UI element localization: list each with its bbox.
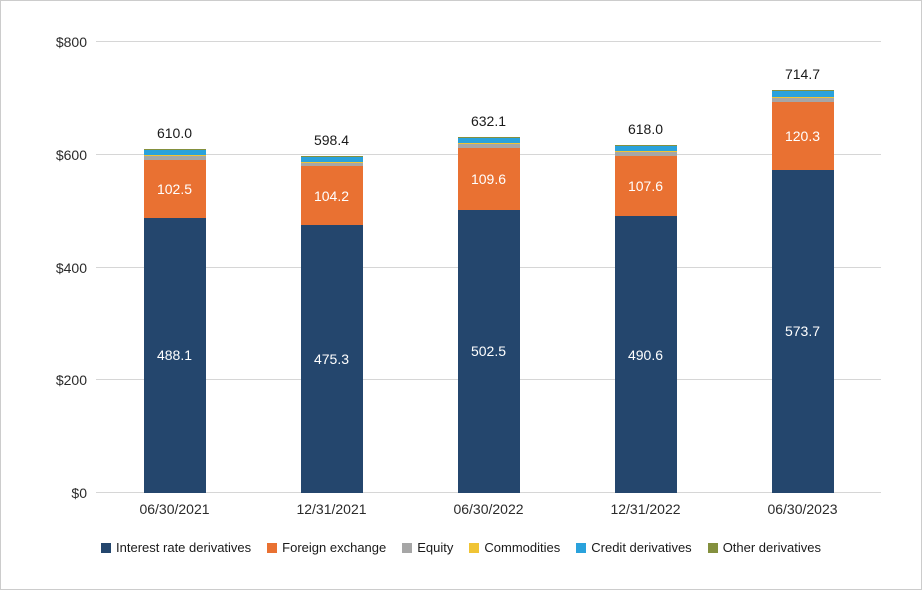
legend-swatch-icon xyxy=(402,542,413,553)
legend-label: Credit derivatives xyxy=(591,540,692,555)
x-axis-tick-label: 06/30/2022 xyxy=(453,501,524,517)
bar-total-label: 632.1 xyxy=(470,112,507,129)
bar-segment xyxy=(457,136,520,138)
legend-swatch-icon xyxy=(576,542,587,553)
bar-segment xyxy=(771,96,834,98)
bar-segment: 109.6 xyxy=(457,147,520,210)
y-axis-tick-label: $0 xyxy=(71,485,87,501)
bar-group: 632.1 502.5 109.6 xyxy=(410,42,567,493)
legend-swatch-icon xyxy=(101,542,112,553)
legend-item: Equity xyxy=(402,540,453,555)
bar-segment xyxy=(143,155,206,156)
bar-group: 598.4 475.3 104.2 xyxy=(253,42,410,493)
bar-segment: 102.5 xyxy=(143,160,206,218)
x-axis-tick-label: 06/30/2021 xyxy=(139,501,210,517)
segment-value-label: 102.5 xyxy=(156,180,193,197)
stacked-bar: 490.6 107.6 xyxy=(614,144,677,493)
bar-total-label: 618.0 xyxy=(627,120,664,137)
segment-value-label: 488.1 xyxy=(156,347,193,364)
segment-value-label: 109.6 xyxy=(470,170,507,187)
legend-item: Commodities xyxy=(469,540,560,555)
bar-total-label: 714.7 xyxy=(784,66,821,83)
bar-segment xyxy=(300,162,363,167)
bar-segment xyxy=(771,97,834,102)
bar-segment xyxy=(300,155,363,157)
bar-group: 610.0 488.1 102.5 xyxy=(96,42,253,493)
legend-item: Foreign exchange xyxy=(267,540,386,555)
x-axis-tick-label: 12/31/2022 xyxy=(610,501,681,517)
segment-value-label: 475.3 xyxy=(313,351,350,368)
bar-segment xyxy=(143,155,206,161)
stacked-bar: 488.1 102.5 xyxy=(143,149,206,493)
bar-segment: 490.6 xyxy=(614,216,677,493)
bar-segment: 502.5 xyxy=(457,209,520,493)
legend-label: Equity xyxy=(417,540,454,555)
bar-segment xyxy=(457,143,520,148)
y-axis-tick-label: $600 xyxy=(55,146,87,163)
x-axis-tick-label: 12/31/2021 xyxy=(296,501,367,517)
segment-value-label: 502.5 xyxy=(470,343,507,360)
legend-swatch-icon xyxy=(469,542,480,553)
bars-container: 610.0 488.1 102.5 598.4 475.3 104.2 632.1 502.5… xyxy=(96,42,881,493)
bar-segment: 107.6 xyxy=(614,155,677,217)
bar-total-label: 598.4 xyxy=(313,131,350,148)
legend: Interest rate derivatives Foreign exchang… xyxy=(1,540,921,555)
legend-label: Interest rate derivatives xyxy=(116,540,252,555)
bar-segment: 488.1 xyxy=(143,217,206,493)
bar-segment xyxy=(300,161,363,163)
x-axis-tick-label: 06/30/2023 xyxy=(767,501,838,517)
segment-value-label: 490.6 xyxy=(627,346,664,363)
y-axis-tick-label: $200 xyxy=(55,372,87,389)
bar-segment xyxy=(614,144,677,146)
gridline xyxy=(96,41,881,42)
bar-segment xyxy=(614,151,677,156)
y-axis: $0 $200 $400 $600 $800 xyxy=(1,34,87,501)
bar-segment xyxy=(457,142,520,144)
plot-area: 610.0 488.1 102.5 598.4 475.3 104.2 632.1 502.5… xyxy=(96,41,881,493)
legend-item: Interest rate derivatives xyxy=(101,540,251,555)
bar-segment xyxy=(771,90,834,91)
bar-segment xyxy=(614,151,677,152)
bar-segment xyxy=(771,90,834,97)
x-axis: 06/30/2021 12/31/2021 06/30/2022 12/31/2022… xyxy=(96,501,881,517)
bar-segment xyxy=(457,137,520,143)
bar-segment: 475.3 xyxy=(300,225,363,493)
legend-label: Commodities xyxy=(484,540,561,555)
bar-total-label: 610.0 xyxy=(156,125,193,142)
legend-swatch-icon xyxy=(707,542,718,553)
y-axis-tick-label: $800 xyxy=(55,34,87,50)
stacked-bar: 573.7 120.3 xyxy=(771,90,834,493)
legend-item: Other derivatives xyxy=(707,540,821,555)
bar-segment: 104.2 xyxy=(300,166,363,226)
legend-label: Foreign exchange xyxy=(282,540,387,555)
bar-group: 714.7 573.7 120.3 xyxy=(724,42,881,493)
legend-item: Credit derivatives xyxy=(576,540,692,555)
legend-swatch-icon xyxy=(267,542,278,553)
segment-value-label: 120.3 xyxy=(784,127,821,144)
segment-value-label: 104.2 xyxy=(313,187,350,204)
bar-segment: 573.7 xyxy=(771,169,834,493)
bar-segment xyxy=(143,149,206,155)
segment-value-label: 107.6 xyxy=(627,178,664,195)
bar-segment xyxy=(300,156,363,162)
bar-segment xyxy=(614,145,677,151)
stacked-bar: 475.3 104.2 xyxy=(300,155,363,493)
legend-label: Other derivatives xyxy=(722,540,821,555)
bar-segment: 120.3 xyxy=(771,101,834,170)
segment-value-label: 573.7 xyxy=(784,323,821,340)
bar-group: 618.0 490.6 107.6 xyxy=(567,42,724,493)
stacked-bar: 502.5 109.6 xyxy=(457,136,520,493)
bar-segment xyxy=(143,149,206,150)
y-axis-tick-label: $400 xyxy=(55,259,87,276)
